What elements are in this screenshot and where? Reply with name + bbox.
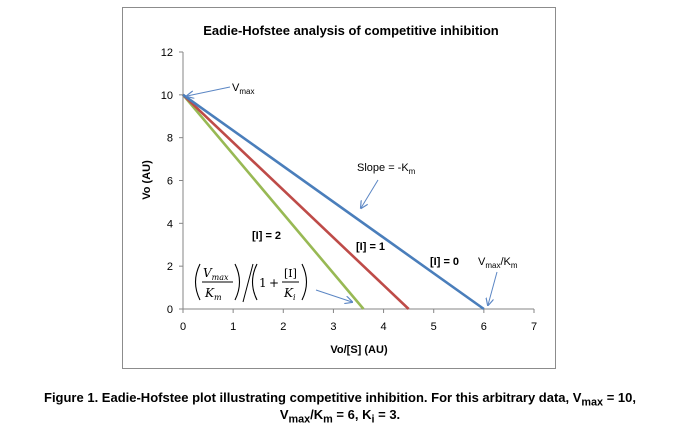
y-tick-label: 6 [167,176,173,188]
series-line [182,93,485,311]
formula-paren-right-1 [234,263,241,301]
x-tick-label: 6 [481,321,487,333]
formula-den2: Ki [283,286,296,302]
axes [179,51,535,313]
formula-paren-left-1 [194,263,201,301]
y-tick-label: 0 [167,304,173,316]
chart-frame [122,7,556,369]
series-line [182,93,365,310]
annotation-vmax: Vmax [232,82,254,96]
formula-annotation: Vmax Km 1 + [I] Ki [194,263,308,303]
formula-one: 1 [259,276,267,290]
formula-paren-right-2 [301,263,308,301]
label-series-i0: [I] = 0 [430,256,459,268]
x-tick-label: 3 [330,321,336,333]
annotation-vmax-km: Vmax/Km [478,256,518,270]
formula-num2: [I] [284,267,297,280]
x-tick-label: 4 [381,321,387,333]
annotation-slope: Slope = -Km [357,162,416,176]
y-axis-label: Vo (AU) [141,160,153,200]
formula-den1: Km [204,286,222,302]
arrow-slope [361,179,379,208]
arrow-vmax [187,86,231,96]
x-tick-label: 1 [230,321,236,333]
series-lines [182,93,485,311]
y-tick-label: 12 [161,47,173,59]
formula-paren-left-2 [251,263,258,301]
formula-slash [242,263,254,303]
x-tick-label: 7 [531,321,537,333]
arrow-vmax-km [488,271,498,305]
y-tick-label: 2 [167,261,173,273]
label-series-i2: [I] = 2 [252,230,281,242]
figure-caption-line-1: Figure 1. Eadie-Hofstee plot illustratin… [44,390,636,409]
y-tick-label: 4 [167,218,173,230]
y-tick-label: 8 [167,133,173,145]
label-series-i1: [I] = 1 [356,241,385,253]
formula-num1: Vmax [203,266,229,282]
series-line [182,93,410,310]
formula-plus: + [269,276,279,290]
chart-title: Eadie-Hofstee analysis of competitive in… [203,23,499,38]
y-tick-label: 10 [161,90,173,102]
chart-plot: Eadie-Hofstee analysis of competitive in… [141,23,537,356]
arrow-formula [315,289,352,302]
x-axis-label: Vo/[S] (AU) [330,344,388,356]
x-tick-label: 0 [180,321,186,333]
x-tick-label: 2 [280,321,286,333]
x-tick-label: 5 [431,321,437,333]
figure-caption-line-2: Vmax/Km = 6, Ki = 3. [279,407,401,426]
